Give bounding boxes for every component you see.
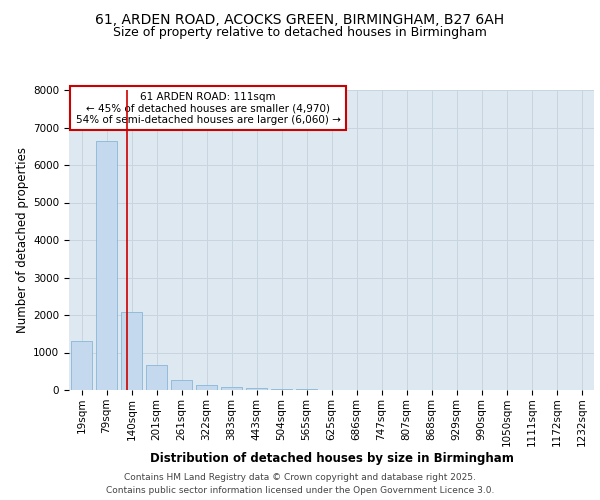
Bar	[246, 388, 267, 390]
Text: 61, ARDEN ROAD, ACOCKS GREEN, BIRMINGHAM, B27 6AH: 61, ARDEN ROAD, ACOCKS GREEN, BIRMINGHAM…	[95, 12, 505, 26]
Bar	[71, 341, 92, 390]
X-axis label: Distribution of detached houses by size in Birmingham: Distribution of detached houses by size …	[149, 452, 514, 465]
Bar	[121, 312, 142, 390]
Text: Contains public sector information licensed under the Open Government Licence 3.: Contains public sector information licen…	[106, 486, 494, 495]
Bar	[221, 387, 242, 390]
Bar	[271, 389, 292, 390]
Text: Contains HM Land Registry data © Crown copyright and database right 2025.: Contains HM Land Registry data © Crown c…	[124, 472, 476, 482]
Text: 61 ARDEN ROAD: 111sqm
← 45% of detached houses are smaller (4,970)
54% of semi-d: 61 ARDEN ROAD: 111sqm ← 45% of detached …	[76, 92, 341, 124]
Text: Size of property relative to detached houses in Birmingham: Size of property relative to detached ho…	[113, 26, 487, 39]
Bar	[171, 380, 192, 390]
Bar	[96, 140, 117, 390]
Bar	[196, 385, 217, 390]
Y-axis label: Number of detached properties: Number of detached properties	[16, 147, 29, 333]
Bar	[146, 364, 167, 390]
